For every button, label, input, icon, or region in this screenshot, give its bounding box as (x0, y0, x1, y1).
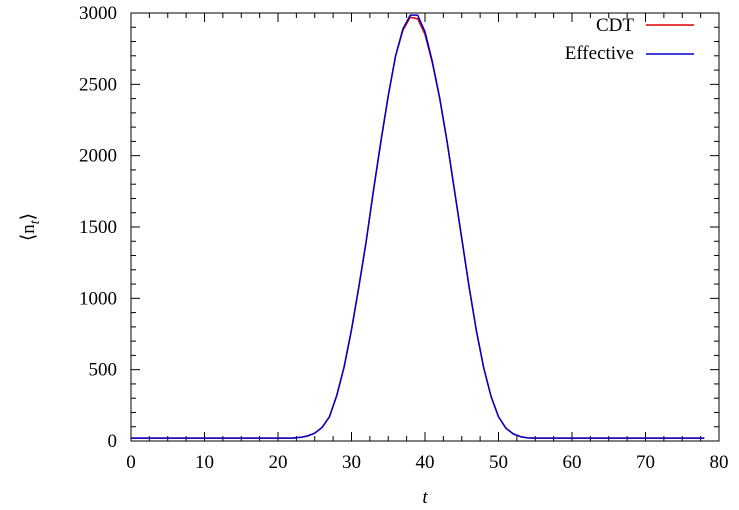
y-tick-label: 500 (89, 360, 118, 381)
y-tick-labels: 0 500 1000 1500 2000 2500 3000 (79, 3, 117, 452)
x-tick-label: 60 (563, 452, 582, 473)
legend: CDT Effective (565, 15, 694, 64)
y-axis-title: ⟨nt⟩ (18, 213, 43, 241)
x-tick-label: 40 (416, 452, 435, 473)
axis-ticks (130, 12, 720, 442)
y-axis-title-sub: t (28, 219, 43, 224)
series-line-cdt (131, 16, 705, 439)
x-tick-label: 50 (489, 452, 508, 473)
y-tick-label: 0 (108, 431, 118, 452)
x-axis-title: t (422, 487, 428, 508)
x-tick-label: 0 (126, 452, 136, 473)
series-line-effective (131, 14, 705, 439)
legend-label-cdt: CDT (596, 15, 634, 36)
y-tick-label: 2000 (79, 146, 117, 167)
plot-area-frame (130, 12, 720, 442)
y-axis-title-main: ⟨n (18, 224, 39, 241)
x-tick-label: 10 (195, 452, 214, 473)
y-tick-label: 2500 (79, 74, 117, 95)
x-tick-label: 30 (342, 452, 361, 473)
x-tick-label: 70 (636, 452, 655, 473)
y-tick-label: 1000 (79, 288, 117, 309)
legend-label-effective: Effective (565, 43, 634, 64)
y-tick-label: 1500 (79, 217, 117, 238)
x-tick-label: 80 (710, 452, 729, 473)
y-axis-title-close: ⟩ (18, 213, 39, 220)
series-lines (131, 14, 705, 439)
x-tick-labels: 0 10 20 30 40 50 60 70 80 (126, 452, 728, 473)
x-tick-label: 20 (269, 452, 288, 473)
y-tick-label: 3000 (79, 3, 117, 24)
